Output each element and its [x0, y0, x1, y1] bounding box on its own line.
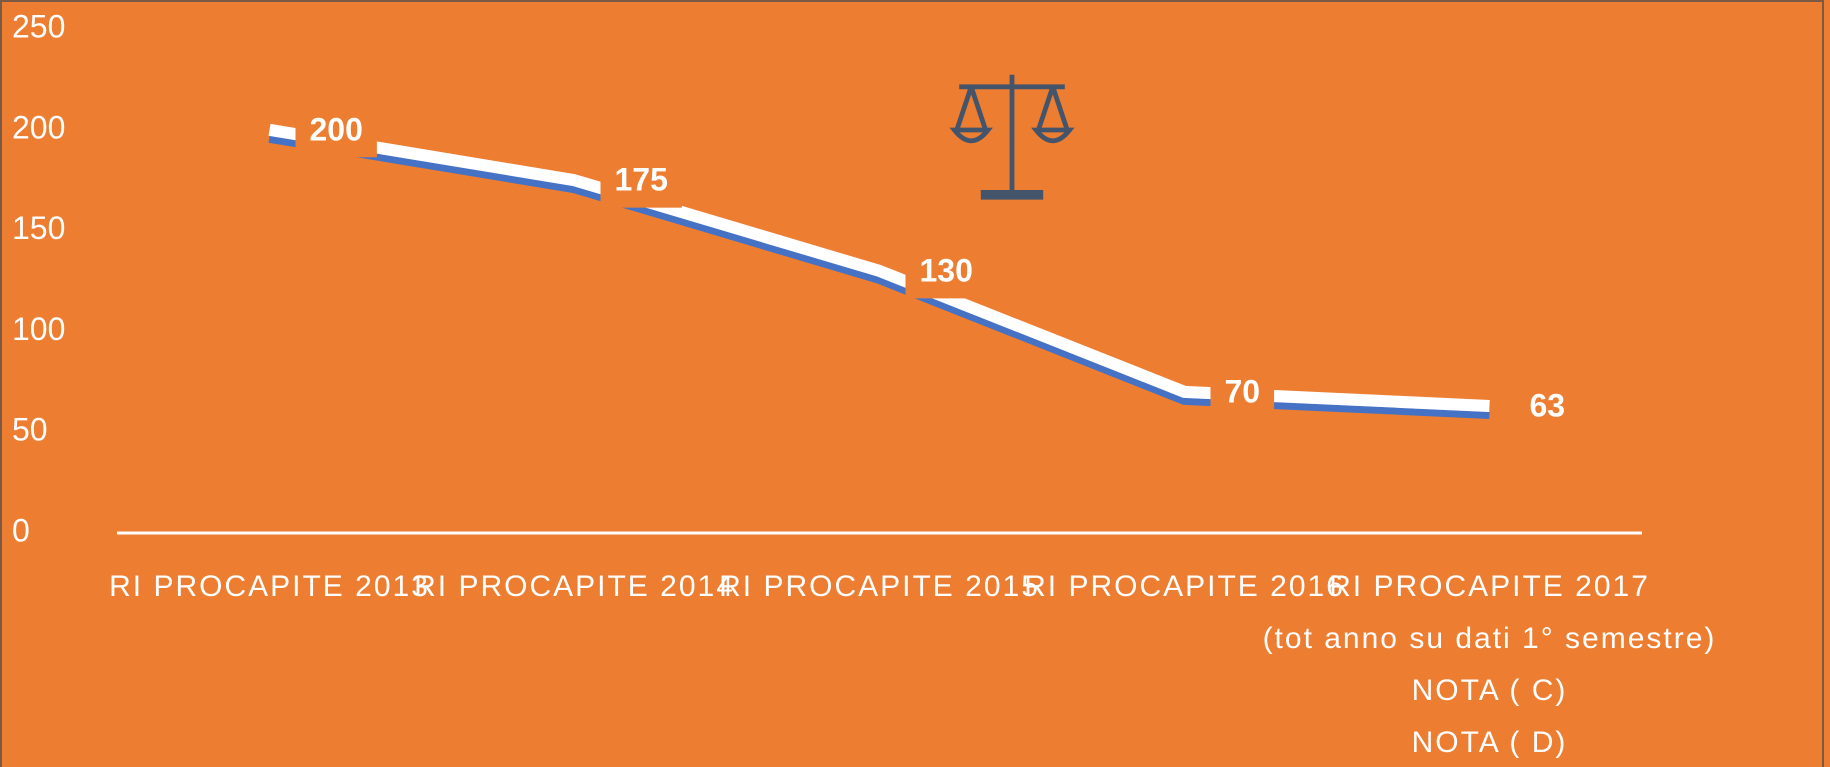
data-label-bg — [600, 151, 682, 208]
x-tick-label: RI PROCAPITE 2015 — [719, 570, 1040, 603]
y-tick-label: 0 — [12, 512, 30, 548]
y-tick-label: 200 — [12, 109, 65, 145]
y-tick-label: 250 — [12, 8, 65, 44]
x-tick-label: RI PROCAPITE 2013 — [109, 570, 430, 603]
data-label: 175 — [615, 162, 668, 198]
x-tick-label: RI PROCAPITE 2014 — [414, 570, 735, 603]
scales-icon — [949, 74, 1075, 200]
y-tick-label: 50 — [12, 412, 48, 448]
data-label-bg — [295, 101, 377, 158]
data-label: 130 — [920, 252, 973, 288]
data-label-bg — [1515, 377, 1580, 434]
data-label: 200 — [310, 111, 363, 147]
data-label-bg — [1210, 363, 1275, 420]
x-tick-label: RI PROCAPITE 2017 (tot anno su dati 1° s… — [1262, 570, 1717, 759]
x-tick-label: RI PROCAPITE 2016 — [1024, 570, 1345, 603]
line — [268, 123, 1490, 412]
data-label: 70 — [1225, 373, 1261, 409]
data-label-bg — [905, 242, 987, 299]
data-label: 63 — [1530, 387, 1566, 423]
y-tick-label: 150 — [12, 210, 65, 246]
y-tick-label: 100 — [12, 311, 65, 347]
